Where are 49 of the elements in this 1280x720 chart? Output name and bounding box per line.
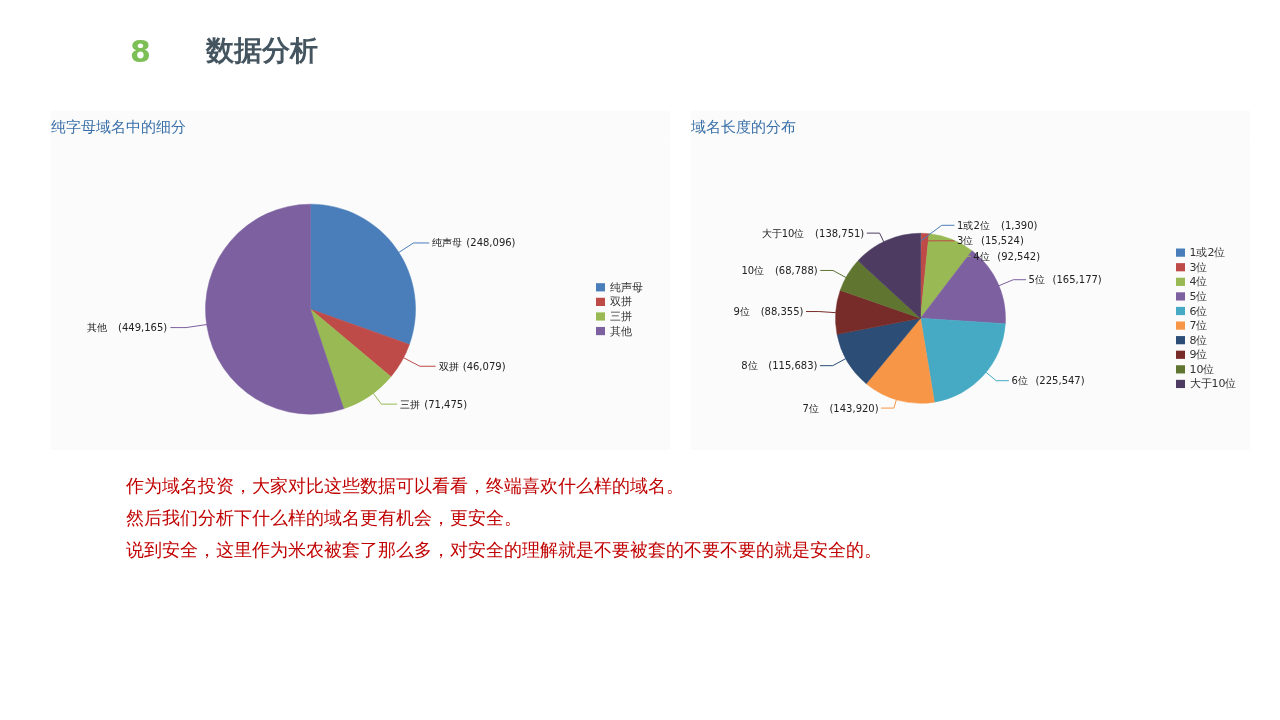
data-label: (225,547) — [1035, 375, 1085, 387]
legend-label: 1或2位 — [1189, 246, 1226, 260]
data-label: (1,390) — [1001, 219, 1038, 231]
legend-label: 纯声母 — [609, 280, 643, 294]
data-label: (449,165) — [118, 322, 168, 334]
legend-label: 大于10位 — [1189, 377, 1237, 391]
data-label: (92,542) — [997, 250, 1041, 262]
legend-label: 4位 — [1189, 275, 1208, 289]
category-label: 7位 — [802, 402, 819, 414]
text: 数据分析 — [204, 34, 318, 67]
text: 8 — [130, 33, 151, 69]
slice-label: 1或2位 — [957, 219, 990, 231]
slice-label: 3位 — [957, 235, 974, 247]
category-label: 大于10位 — [761, 227, 805, 239]
slice-label: 4位 — [973, 250, 990, 262]
legend-label: 5位 — [1189, 289, 1208, 303]
text: 作为域名投资，大家对比这些数据可以看看，终端喜欢什么样的域名。 — [124, 475, 684, 496]
category-label: 10位 — [741, 264, 765, 276]
slice-label: 三拼 — [400, 398, 421, 410]
slice-label: 纯声母 — [432, 237, 463, 249]
data-label: (115,683) — [768, 360, 818, 372]
data-label: (248,096) — [466, 237, 516, 249]
data-label: (88,355) — [760, 306, 804, 318]
legend-label: 8位 — [1189, 333, 1208, 347]
category-label: 8位 — [741, 360, 758, 372]
data-label: (68,788) — [774, 264, 818, 276]
category-label: 9位 — [733, 306, 750, 318]
data-label: (143,920) — [829, 402, 879, 414]
text: 然后我们分析下什么样的域名更有机会，更安全。 — [125, 507, 522, 528]
data-label: (46,079) — [462, 360, 506, 372]
slice-label: 6位 — [1011, 375, 1028, 387]
data-label: (165,177) — [1052, 274, 1102, 286]
chart-title: 域名长度的分布 — [689, 117, 796, 136]
chart-title: 纯字母域名中的细分 — [50, 117, 186, 136]
legend-label: 10位 — [1189, 362, 1215, 376]
legend-label: 双拼 — [609, 295, 632, 309]
slice-label: 双拼 — [438, 360, 459, 372]
legend-label: 其他 — [609, 324, 632, 338]
text: 说到安全，这里作为米农被套了那么多，对安全的理解就是不要被套的不要不要的就是安全的。 — [125, 539, 882, 560]
legend-label: 9位 — [1189, 348, 1208, 362]
slice-label: 其他 — [87, 322, 108, 334]
data-label: (71,475) — [424, 398, 468, 410]
legend-label: 3位 — [1189, 260, 1208, 274]
data-label: (138,751) — [815, 227, 865, 239]
legend-label: 6位 — [1189, 304, 1208, 318]
legend-label: 7位 — [1189, 319, 1208, 333]
legend-label: 三拼 — [609, 309, 632, 323]
data-label: (15,524) — [981, 235, 1024, 247]
slice-label: 5位 — [1028, 274, 1045, 286]
